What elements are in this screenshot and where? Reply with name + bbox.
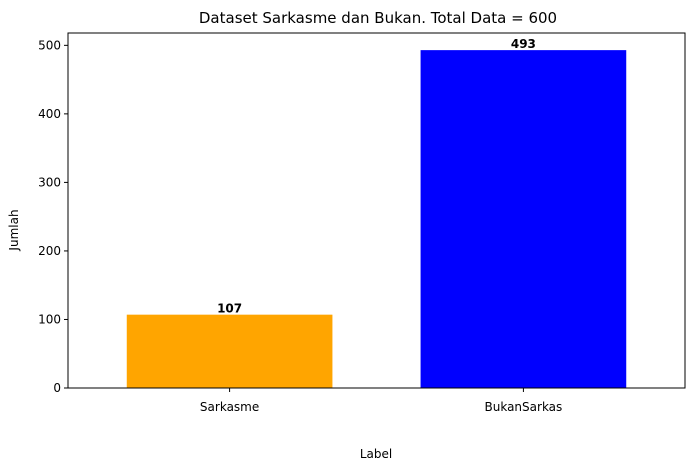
chart-title: Dataset Sarkasme dan Bukan. Total Data =…: [199, 9, 557, 27]
y-axis-label: Jumlah: [7, 209, 21, 251]
y-axis-ticks: 0 100 200 300 400 500: [38, 38, 68, 395]
y-tick-label: 300: [38, 175, 61, 189]
y-tick-label: 500: [38, 38, 61, 52]
x-axis-label: Label: [360, 447, 392, 461]
bar-bukansarkas: [420, 50, 627, 388]
data-label-sarkasme: 107: [217, 302, 242, 316]
bar-sarkasme: [126, 314, 333, 388]
y-tick-label: 400: [38, 107, 61, 121]
bar-data-labels: 107 493: [217, 37, 536, 316]
y-tick-label: 200: [38, 244, 61, 258]
x-tick-label: BukanSarkas: [485, 400, 563, 414]
data-label-bukansarkas: 493: [511, 37, 536, 51]
x-axis-ticks: Sarkasme BukanSarkas: [200, 388, 562, 414]
plot-area: [126, 50, 627, 388]
plot-frame: [67, 32, 686, 389]
y-tick-label: 0: [53, 381, 61, 395]
x-tick-label: Sarkasme: [200, 400, 259, 414]
y-tick-label: 100: [38, 312, 61, 326]
